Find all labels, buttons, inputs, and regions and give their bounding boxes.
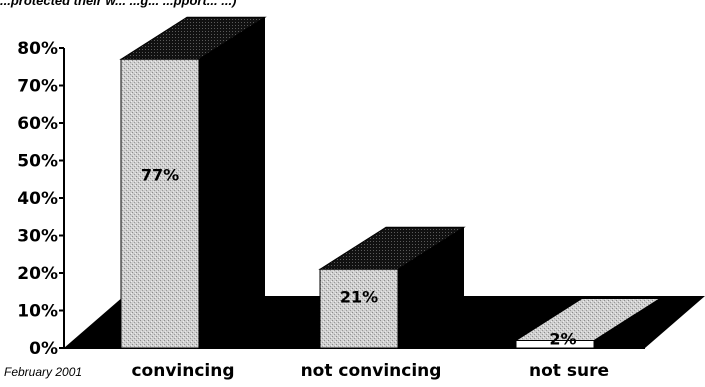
y-tick-label: 50%	[17, 152, 58, 172]
bar-not-convincing	[318, 226, 466, 349]
x-category-label: not convincing	[301, 361, 442, 381]
data-label: 2%	[549, 330, 576, 349]
y-tick-label: 0%	[29, 339, 58, 359]
footnote: February 2001	[4, 365, 83, 379]
x-category-label: convincing	[131, 361, 234, 381]
y-tick-label: 30%	[17, 227, 58, 247]
bar-front-face	[515, 340, 595, 349]
y-tick-label: 80%	[17, 39, 58, 59]
x-category-label: not sure	[529, 361, 609, 381]
y-tick-label: 60%	[17, 114, 58, 134]
chart-title: ...protected their w... ...g... ...pport…	[0, 0, 237, 8]
data-label: 77%	[141, 166, 179, 185]
bar-side-face	[594, 298, 660, 348]
y-tick-label: 10%	[17, 302, 58, 322]
bar-convincing	[119, 16, 267, 349]
bar-side-face	[199, 17, 265, 348]
y-tick-label: 20%	[17, 264, 58, 284]
data-label: 21%	[340, 287, 378, 306]
bar-front-face	[120, 58, 200, 349]
y-tick-label: 70%	[17, 77, 58, 97]
y-tick-label: 40%	[17, 189, 58, 209]
bar-side-face	[398, 227, 464, 348]
bar-front-face	[319, 268, 399, 349]
bar-not-sure	[514, 298, 662, 349]
